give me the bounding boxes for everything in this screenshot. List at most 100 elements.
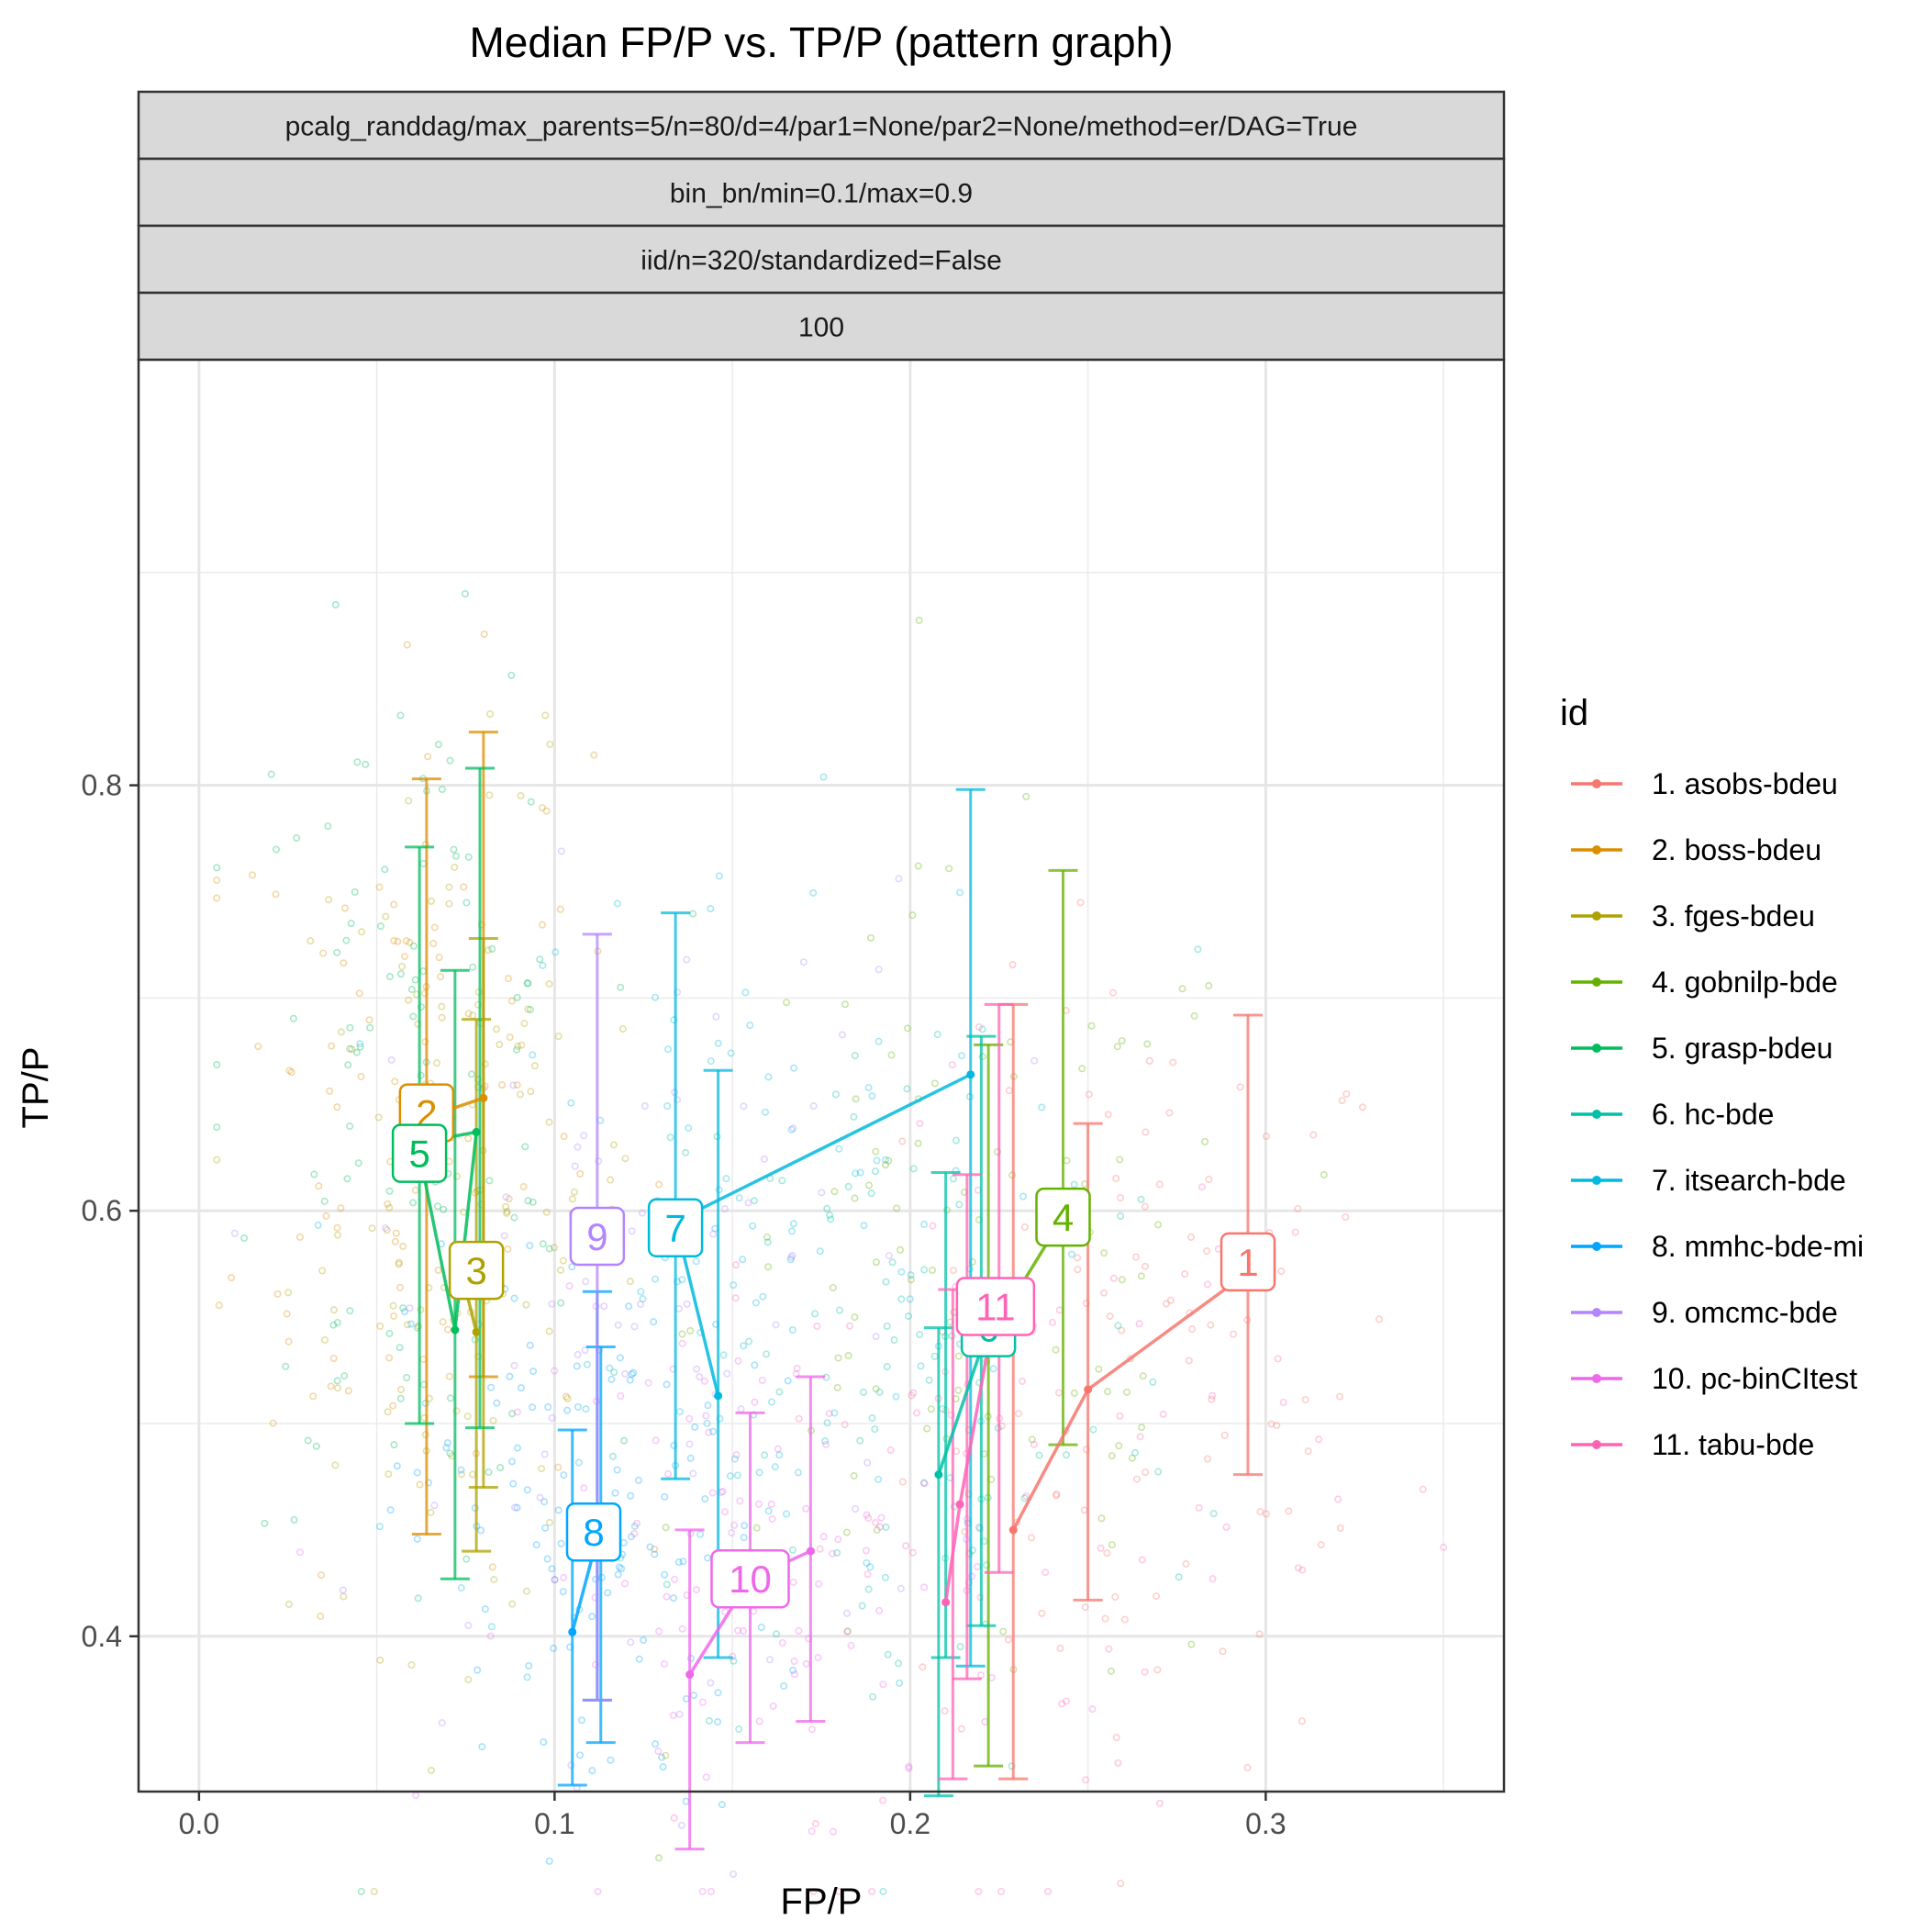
scatter-point xyxy=(829,1827,837,1836)
scatter-point xyxy=(315,1182,323,1190)
scatter-point xyxy=(389,1301,397,1310)
scatter-point xyxy=(768,1398,776,1406)
scatter-point xyxy=(881,1573,889,1581)
scatter-point xyxy=(551,1367,559,1375)
scatter-point xyxy=(655,1854,663,1862)
scatter-point xyxy=(430,1502,439,1510)
scatter-point xyxy=(872,1147,880,1156)
error-bar xyxy=(952,1173,982,1681)
scatter-point xyxy=(1089,1425,1097,1434)
point-label-box xyxy=(565,1502,622,1562)
scatter-point xyxy=(732,1261,741,1269)
scatter-point xyxy=(513,1045,521,1054)
scatter-point xyxy=(296,1548,305,1557)
scatter-point xyxy=(333,1103,341,1111)
scatter-point xyxy=(1030,1056,1039,1065)
scatter-point xyxy=(856,1168,864,1177)
scatter-point xyxy=(320,1197,329,1205)
scatter-point xyxy=(720,1205,729,1213)
scatter-point xyxy=(664,1045,673,1054)
scatter-point xyxy=(728,1529,736,1537)
scatter-point xyxy=(809,1887,818,1895)
scatter-point xyxy=(761,1451,769,1459)
scatter-point xyxy=(481,1605,489,1614)
scatter-point xyxy=(897,1584,905,1592)
point-label: 11 xyxy=(955,1277,1036,1336)
scatter-point xyxy=(526,1006,534,1014)
scatter-point xyxy=(640,1102,649,1111)
point-label-box xyxy=(1035,1187,1091,1247)
scatter-point xyxy=(825,1410,833,1418)
scatter-point xyxy=(1154,1221,1163,1229)
scatter-point xyxy=(764,1263,773,1271)
scatter-point xyxy=(735,1725,743,1734)
error-bar xyxy=(955,787,986,1668)
scatter-point xyxy=(353,758,362,766)
scatter-point xyxy=(496,1463,505,1471)
scatter-point xyxy=(799,958,808,966)
median-point xyxy=(966,1070,975,1079)
y-tick-label: 0.4 xyxy=(82,1620,122,1653)
scatter-point xyxy=(686,1454,695,1462)
scatter-point xyxy=(613,899,621,908)
scatter-point xyxy=(741,988,750,997)
scatter-point xyxy=(376,1322,384,1330)
point-label-text: 3 xyxy=(465,1249,486,1292)
scatter-point xyxy=(954,1386,963,1394)
scatter-point xyxy=(920,1266,929,1274)
scatter-point xyxy=(358,928,366,936)
scatter-point xyxy=(790,1670,798,1679)
scatter-point xyxy=(514,1043,522,1051)
scatter-point xyxy=(707,1057,715,1066)
scatter-point xyxy=(273,1290,282,1298)
scatter-point xyxy=(574,1143,582,1151)
scatter-point xyxy=(879,1796,887,1804)
scatter-point xyxy=(438,786,446,794)
scatter-point xyxy=(563,1394,572,1402)
scatter-point xyxy=(545,1857,553,1865)
scatter-point xyxy=(867,1189,875,1198)
scatter-point xyxy=(544,1403,552,1412)
scatter-point xyxy=(513,1444,521,1452)
scatter-point xyxy=(523,979,531,988)
scatter-point xyxy=(461,589,469,597)
scatter-point xyxy=(1209,1510,1218,1518)
scatter-point xyxy=(339,1586,347,1594)
scatter-point xyxy=(560,1573,568,1581)
scatter-point xyxy=(662,1751,670,1759)
legend-key-point xyxy=(1592,1176,1601,1185)
scatter-point xyxy=(331,600,340,609)
scatter-point xyxy=(846,1322,854,1330)
scatter-point xyxy=(835,1887,843,1895)
scatter-point xyxy=(952,1136,961,1145)
scatter-point xyxy=(1052,1491,1060,1500)
scatter-point xyxy=(1145,1056,1153,1065)
scatter-point xyxy=(517,1384,525,1392)
scatter-point xyxy=(532,1541,540,1549)
scatter-point xyxy=(740,1102,748,1111)
scatter-point xyxy=(1320,1170,1328,1178)
scatter-point xyxy=(789,1578,797,1586)
scatter-point xyxy=(557,1299,565,1307)
facet-strip-label: iid/n=320/standardized=False xyxy=(640,246,1002,276)
scatter-point xyxy=(689,1469,697,1478)
scatter-point xyxy=(1149,1378,1157,1386)
scatter-point xyxy=(1108,1541,1116,1549)
scatter-point xyxy=(295,1233,304,1241)
scatter-point xyxy=(652,1436,660,1445)
x-tick-label: 0.2 xyxy=(890,1807,930,1840)
panel-border xyxy=(137,358,1506,1793)
scatter-point xyxy=(864,1084,873,1092)
scatter-point xyxy=(413,1469,421,1477)
scatter-point xyxy=(523,1673,531,1681)
scatter-point xyxy=(670,1814,678,1822)
legend-label: 6. hc-bde xyxy=(1652,1098,1774,1131)
scatter-point xyxy=(661,1570,669,1579)
scatter-point xyxy=(1081,1603,1089,1612)
scatter-point xyxy=(811,1820,819,1828)
scatter-point xyxy=(831,1090,840,1099)
scatter-point xyxy=(333,948,341,956)
scatter-point xyxy=(609,1452,618,1460)
scatter-point xyxy=(1162,1300,1170,1308)
